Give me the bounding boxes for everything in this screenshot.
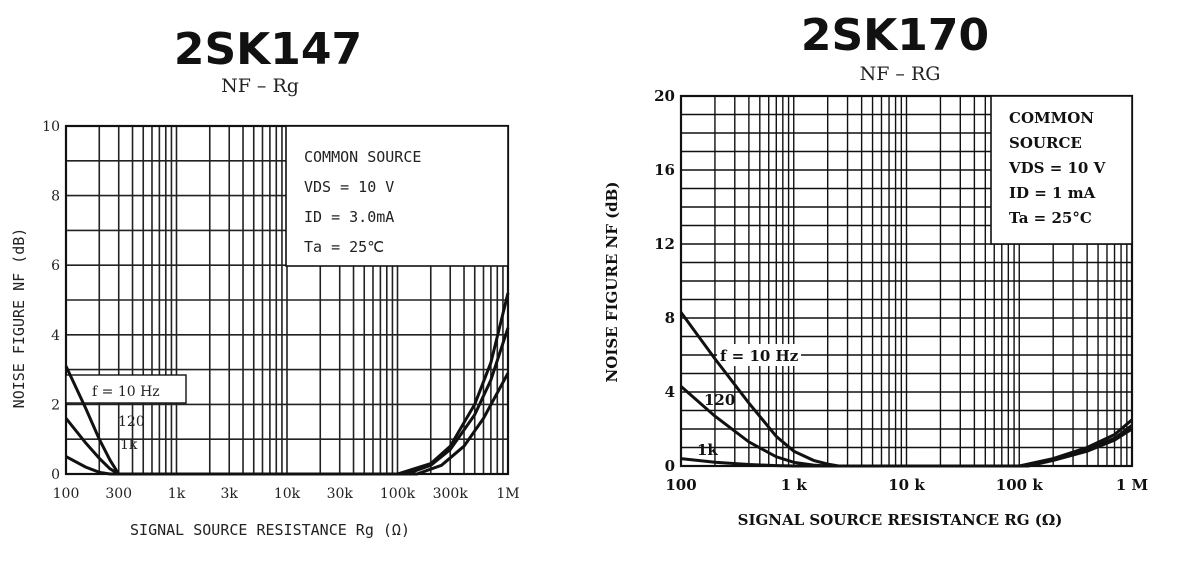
condition-text: Ta = 25℃ — [304, 238, 384, 256]
y-tick-label: 16 — [654, 161, 675, 179]
y-tick-label: 8 — [665, 309, 675, 327]
series-line-0 — [679, 311, 1133, 468]
chart1-xlabel: SIGNAL SOURCE RESISTANCE Rg (Ω) — [130, 521, 410, 539]
x-tick-label: 1k — [168, 486, 186, 502]
y-tick-label: 4 — [51, 328, 60, 344]
x-tick-label: 10 k — [888, 476, 925, 494]
y-tick-label: 8 — [51, 189, 60, 205]
series-line-2 — [65, 372, 510, 476]
series-label: 120 — [704, 391, 735, 409]
x-tick-label: 300 — [105, 486, 132, 502]
condition-text: VDS = 10 V — [304, 178, 394, 196]
y-tick-label: 0 — [665, 457, 675, 475]
y-tick-label: 20 — [654, 87, 675, 105]
x-tick-label: 3k — [221, 486, 239, 502]
x-tick-label: 10k — [274, 486, 301, 502]
x-tick-label: 100 — [53, 486, 80, 502]
chart2-xlabel: SIGNAL SOURCE RESISTANCE RG (Ω) — [738, 511, 1063, 529]
y-tick-label: 0 — [51, 467, 60, 483]
y-tick-label: 12 — [654, 235, 675, 253]
chart1-title: 2SK147 — [174, 24, 362, 75]
chart1-subtitle: NF – Rg — [221, 75, 299, 97]
condition-text: COMMON SOURCE — [304, 148, 421, 166]
x-tick-label: 100 — [665, 476, 696, 494]
series-label: 1k — [120, 437, 138, 453]
condition-text: ID = 1 mA — [1009, 184, 1096, 202]
y-tick-label: 2 — [51, 397, 60, 413]
chart2-title: 2SK170 — [801, 10, 989, 61]
x-tick-label: 100 k — [996, 476, 1044, 494]
x-tick-label: 1 M — [1116, 476, 1148, 494]
y-tick-label: 10 — [42, 119, 60, 135]
x-tick-label: 1M — [496, 486, 519, 502]
series-label-patch — [65, 374, 187, 404]
x-tick-label: 300k — [433, 486, 469, 502]
condition-text: ID = 3.0mA — [304, 208, 394, 226]
y-tick-label: 4 — [665, 383, 675, 401]
condition-text: SOURCE — [1009, 134, 1082, 152]
x-tick-label: 100k — [380, 486, 416, 502]
conditions-box — [285, 125, 509, 267]
series-label: 120 — [118, 414, 145, 430]
series-label: f = 10 Hz — [92, 384, 160, 400]
condition-text: COMMON — [1009, 109, 1094, 127]
series-line-2 — [680, 427, 1133, 468]
series-label-patch — [717, 344, 801, 366]
chart2-ylabel: NOISE FIGURE NF (dB) — [603, 182, 621, 383]
chart2-subtitle: NF – RG — [860, 63, 941, 85]
condition-text: VDS = 10 V — [1008, 159, 1106, 177]
chart1-ylabel: NOISE FIGURE NF (dB) — [10, 228, 28, 409]
condition-text: Ta = 25°C — [1009, 209, 1092, 227]
series-label: f = 10 Hz — [720, 347, 799, 365]
chart1-plot: COMMON SOURCE VDS = 10 V ID = 3.0mA Ta = 25… — [42, 119, 519, 502]
series-label: 1k — [697, 441, 718, 459]
x-tick-label: 1 k — [781, 476, 808, 494]
x-tick-label: 30k — [327, 486, 354, 502]
y-tick-label: 6 — [51, 258, 60, 274]
chart2-plot: COMMON SOURCE VDS = 10 V ID = 1 mA Ta = 25°C… — [654, 87, 1148, 494]
conditions-box — [990, 95, 1133, 245]
